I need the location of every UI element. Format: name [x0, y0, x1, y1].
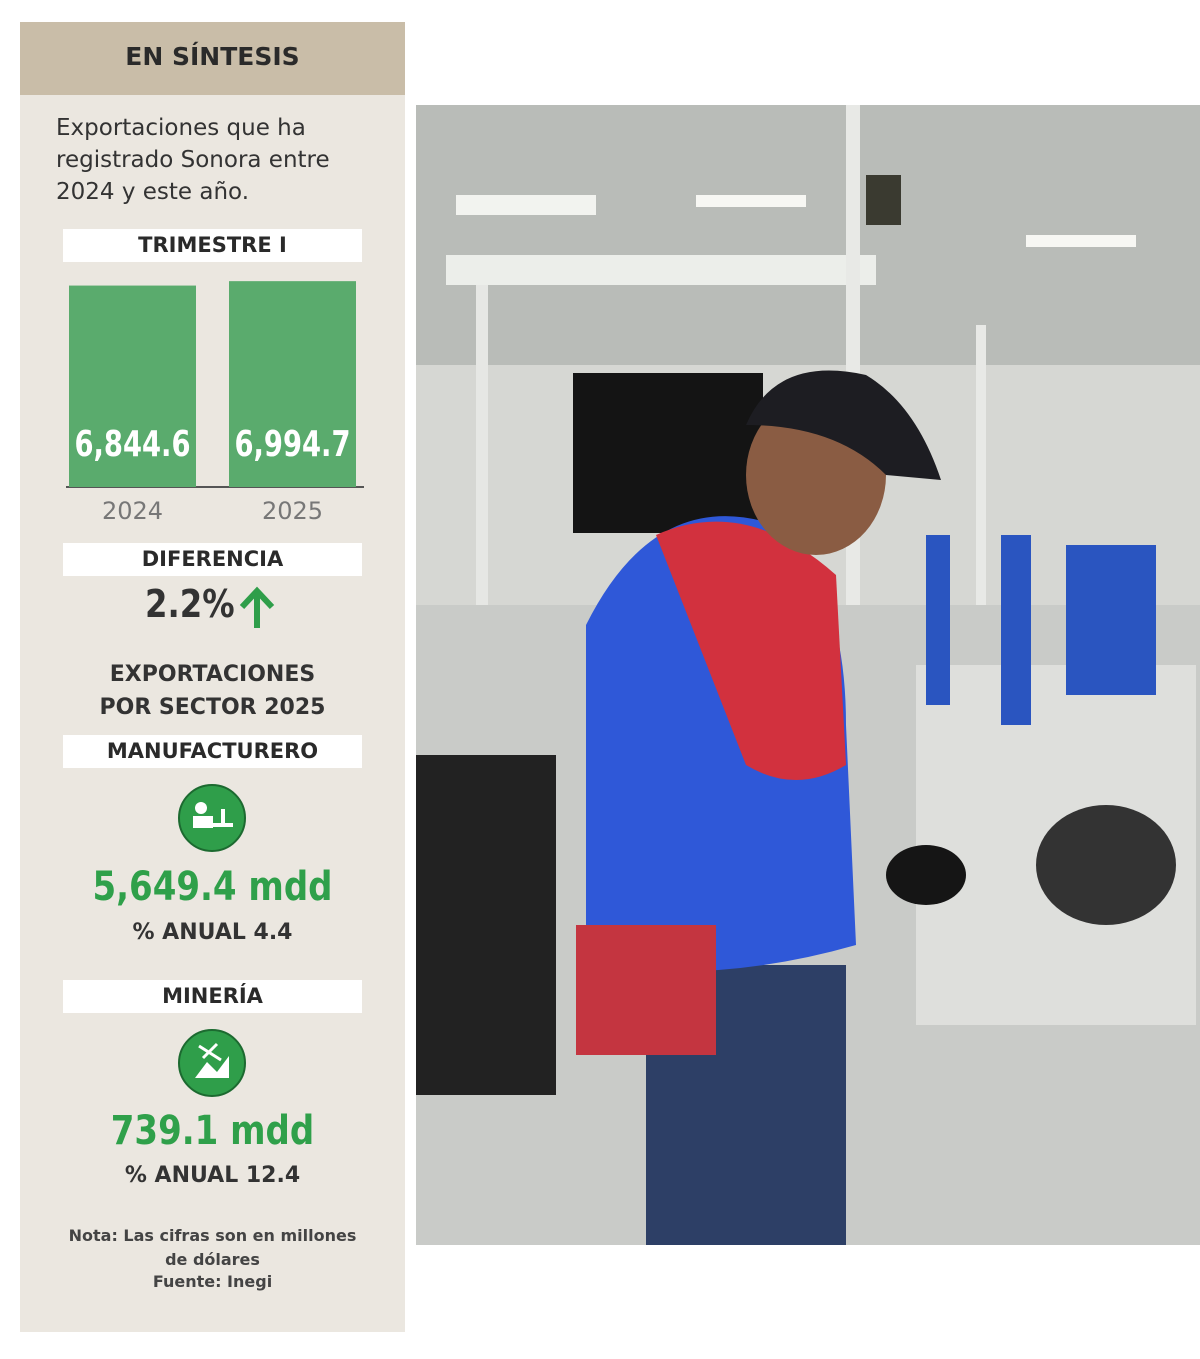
sector-name: MANUFACTURERO: [63, 735, 362, 768]
chart-title: TRIMESTRE I: [63, 229, 362, 262]
manufacturing-icon: [178, 784, 246, 852]
chart: 6,844.6 2024 6,994.7 2025: [66, 281, 364, 525]
sector-annual: % ANUAL 12.4: [124, 1163, 301, 1188]
note: Nota: Las cifras son en millones de dóla…: [68, 1226, 357, 1269]
sector-name: MINERÍA: [63, 980, 362, 1013]
bar: [229, 281, 356, 487]
sectors-title: EXPORTACIONES POR SECTOR 2025: [99, 662, 326, 720]
value-label: 6,994.7: [235, 424, 351, 465]
sector-amount: 739.1 mdd: [110, 1108, 315, 1154]
sector-annual: % ANUAL 4.4: [132, 920, 293, 945]
up-arrow: [239, 586, 275, 628]
mining-icon: [178, 1029, 246, 1097]
difference-label: DIFERENCIA: [63, 543, 362, 576]
category-label: 2024: [102, 497, 163, 525]
intro: Exportaciones que ha registrado Sonora e…: [56, 115, 330, 205]
header-title: EN SÍNTESIS: [125, 42, 300, 71]
header-band: [20, 22, 405, 95]
bar: [69, 285, 196, 487]
sector-amount: 5,649.4 mdd: [92, 864, 333, 910]
factory-photo: [416, 105, 1200, 1245]
category-label: 2025: [262, 497, 323, 525]
source: Fuente: Inegi: [152, 1272, 273, 1291]
value-label: 6,844.6: [75, 424, 191, 465]
difference-value: 2.2%: [145, 582, 235, 626]
